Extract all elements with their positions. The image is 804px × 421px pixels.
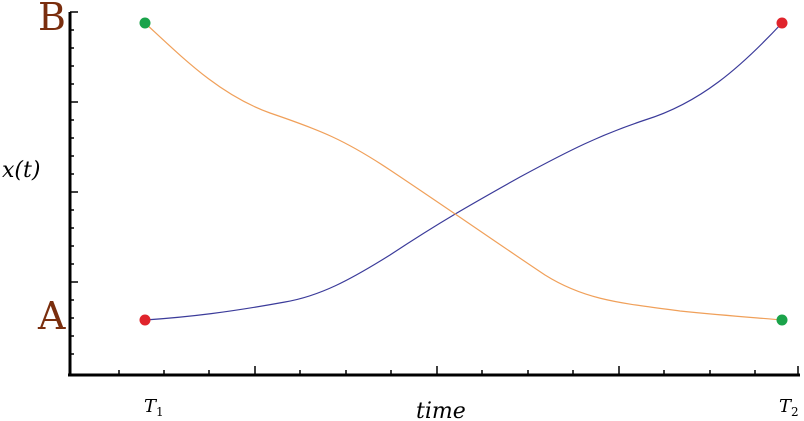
x-axis-label: time [416, 399, 466, 421]
start-point-green [139, 17, 151, 29]
blue-curve [144, 22, 783, 321]
start-point-red [139, 314, 151, 326]
label-a: A [37, 294, 66, 338]
y-axis-ticks [70, 11, 78, 355]
label-b: B [38, 0, 66, 39]
end-point-red [776, 17, 788, 29]
t1-label: T1 [144, 396, 164, 419]
y-axis-label: x(t) [2, 158, 40, 183]
t2-label: T2 [779, 396, 799, 419]
orange-curve [144, 22, 783, 321]
x-axis-ticks [118, 366, 799, 375]
end-point-green [776, 314, 788, 326]
